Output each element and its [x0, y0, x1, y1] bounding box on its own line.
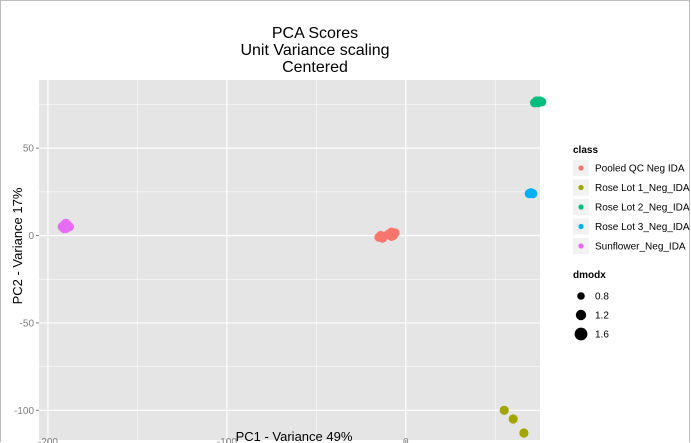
legend-item-label: Rose Lot 3_Neg_IDA: [595, 222, 690, 233]
chart-title-line-3: Centered: [282, 59, 348, 76]
y-tick-label: 50: [23, 144, 35, 155]
point-rose-lot-2-neg-ida: [537, 97, 547, 107]
x-tick-label: -100: [217, 437, 237, 443]
size-legend-label: 1.2: [595, 311, 609, 322]
x-axis-label: PC1 - Variance 49%: [236, 429, 353, 443]
grid-lines: [39, 80, 540, 440]
legend-key-marker: [578, 204, 584, 210]
legend-item-label: Rose Lot 2_Neg_IDA: [595, 203, 690, 214]
size-legend-marker: [574, 327, 588, 341]
chart-title-line-1: PCA Scores: [272, 25, 358, 42]
point-pooled-qc-neg-ida: [383, 230, 393, 240]
legend-key-marker: [578, 165, 584, 171]
legend-key-marker: [578, 243, 584, 249]
y-tick-label: 0: [28, 231, 34, 242]
chart-title-line-2: Unit Variance scaling: [240, 42, 389, 59]
legend-item-label: Rose Lot 1_Neg_IDA: [595, 183, 690, 194]
legend-item-label: Sunflower_Neg_IDA: [595, 242, 686, 253]
x-tick-label: -200: [38, 437, 58, 443]
point-rose-lot-3-neg-ida: [528, 188, 538, 199]
legend-key-marker: [578, 223, 584, 230]
plot-panel: [39, 80, 540, 440]
legend-item-label: Pooled QC Neg IDA: [595, 164, 685, 175]
size-legend-label: 0.8: [595, 292, 609, 303]
point-rose-lot-1-neg-ida: [519, 428, 529, 438]
point-rose-lot-1-neg-ida: [499, 405, 509, 415]
point-sunflower-neg-ida: [59, 223, 69, 234]
y-tick-label: -100: [14, 406, 34, 417]
y-tick-label: -50: [20, 318, 35, 329]
axis-ticks: -200 -100 0 50 0 -50 -100: [14, 144, 409, 443]
data-points: [57, 96, 547, 438]
y-axis-label: PC2 - Variance 17%: [10, 187, 25, 304]
size-legend-marker: [577, 292, 585, 300]
legend-title-class: class: [573, 145, 598, 156]
point-rose-lot-1-neg-ida: [508, 414, 518, 424]
size-legend-marker: [575, 309, 587, 321]
legend-title-dmodx: dmodx: [573, 270, 606, 281]
legend-key-marker: [578, 184, 584, 191]
x-tick-label: 0: [403, 437, 409, 443]
legend: class Pooled QC Neg IDA Rose Lot 1_Neg_ID…: [573, 145, 690, 341]
size-legend-label: 1.6: [595, 330, 609, 341]
